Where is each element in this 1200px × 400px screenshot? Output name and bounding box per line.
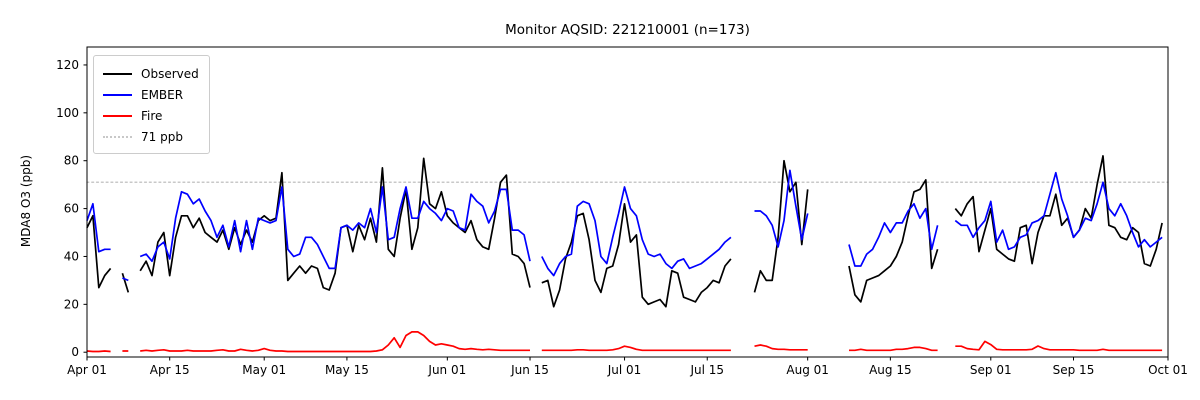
x-axis: Apr 01 Apr 15 May 01 May 15 Jun 01 Jun 15 Jul … bbox=[67, 357, 1188, 377]
y-tick-label: 0 bbox=[71, 345, 79, 359]
threshold-line-swatch bbox=[103, 135, 132, 138]
x-tick-label: Jul 01 bbox=[607, 363, 642, 377]
y-tick-label: 120 bbox=[56, 58, 79, 72]
x-tick-label: Sep 15 bbox=[1053, 363, 1095, 377]
plot-border bbox=[86, 46, 1169, 358]
y-axis: 0 20 40 60 80 100 120 bbox=[56, 58, 87, 359]
x-tick-label: Apr 15 bbox=[150, 363, 190, 377]
x-tick-label: May 01 bbox=[242, 363, 286, 377]
x-tick-label: Jul 15 bbox=[689, 363, 724, 377]
legend-label-threshold: 71 ppb bbox=[141, 129, 183, 144]
legend-label-fire: Fire bbox=[141, 108, 163, 123]
observed-line-swatch bbox=[103, 72, 132, 75]
ember-line-swatch bbox=[103, 93, 132, 96]
series-line-observed bbox=[86, 155, 1163, 308]
y-tick-label: 60 bbox=[64, 202, 79, 216]
y-tick-label: 100 bbox=[56, 106, 79, 120]
legend-item-fire: Fire bbox=[103, 105, 199, 126]
series-line-ember bbox=[86, 169, 1163, 282]
y-tick-label: 40 bbox=[64, 249, 79, 263]
y-tick-label: 20 bbox=[64, 297, 79, 311]
series-line-fire bbox=[86, 331, 1163, 353]
y-tick-label: 80 bbox=[64, 154, 79, 168]
y-axis-label: MDA8 O3 (ppb) bbox=[19, 154, 33, 248]
x-tick-label: Jun 15 bbox=[510, 363, 549, 377]
x-tick-label: Aug 01 bbox=[786, 363, 829, 377]
x-tick-label: Sep 01 bbox=[970, 363, 1012, 377]
chart-title: Monitor AQSID: 221210001 (n=173) bbox=[505, 22, 750, 38]
legend-item-observed: Observed bbox=[103, 63, 199, 84]
x-tick-label: Jun 01 bbox=[427, 363, 466, 377]
x-tick-label: Oct 01 bbox=[1148, 363, 1188, 377]
legend-label-observed: Observed bbox=[141, 66, 199, 81]
x-tick-label: Apr 01 bbox=[67, 363, 107, 377]
legend-item-ember: EMBER bbox=[103, 84, 199, 105]
legend-box: Observed EMBER Fire 71 ppb bbox=[93, 55, 210, 154]
fire-line-swatch bbox=[103, 114, 132, 117]
legend-label-ember: EMBER bbox=[141, 87, 184, 102]
legend-item-threshold: 71 ppb bbox=[103, 126, 199, 147]
x-tick-label: May 15 bbox=[325, 363, 369, 377]
x-tick-label: Aug 15 bbox=[869, 363, 912, 377]
